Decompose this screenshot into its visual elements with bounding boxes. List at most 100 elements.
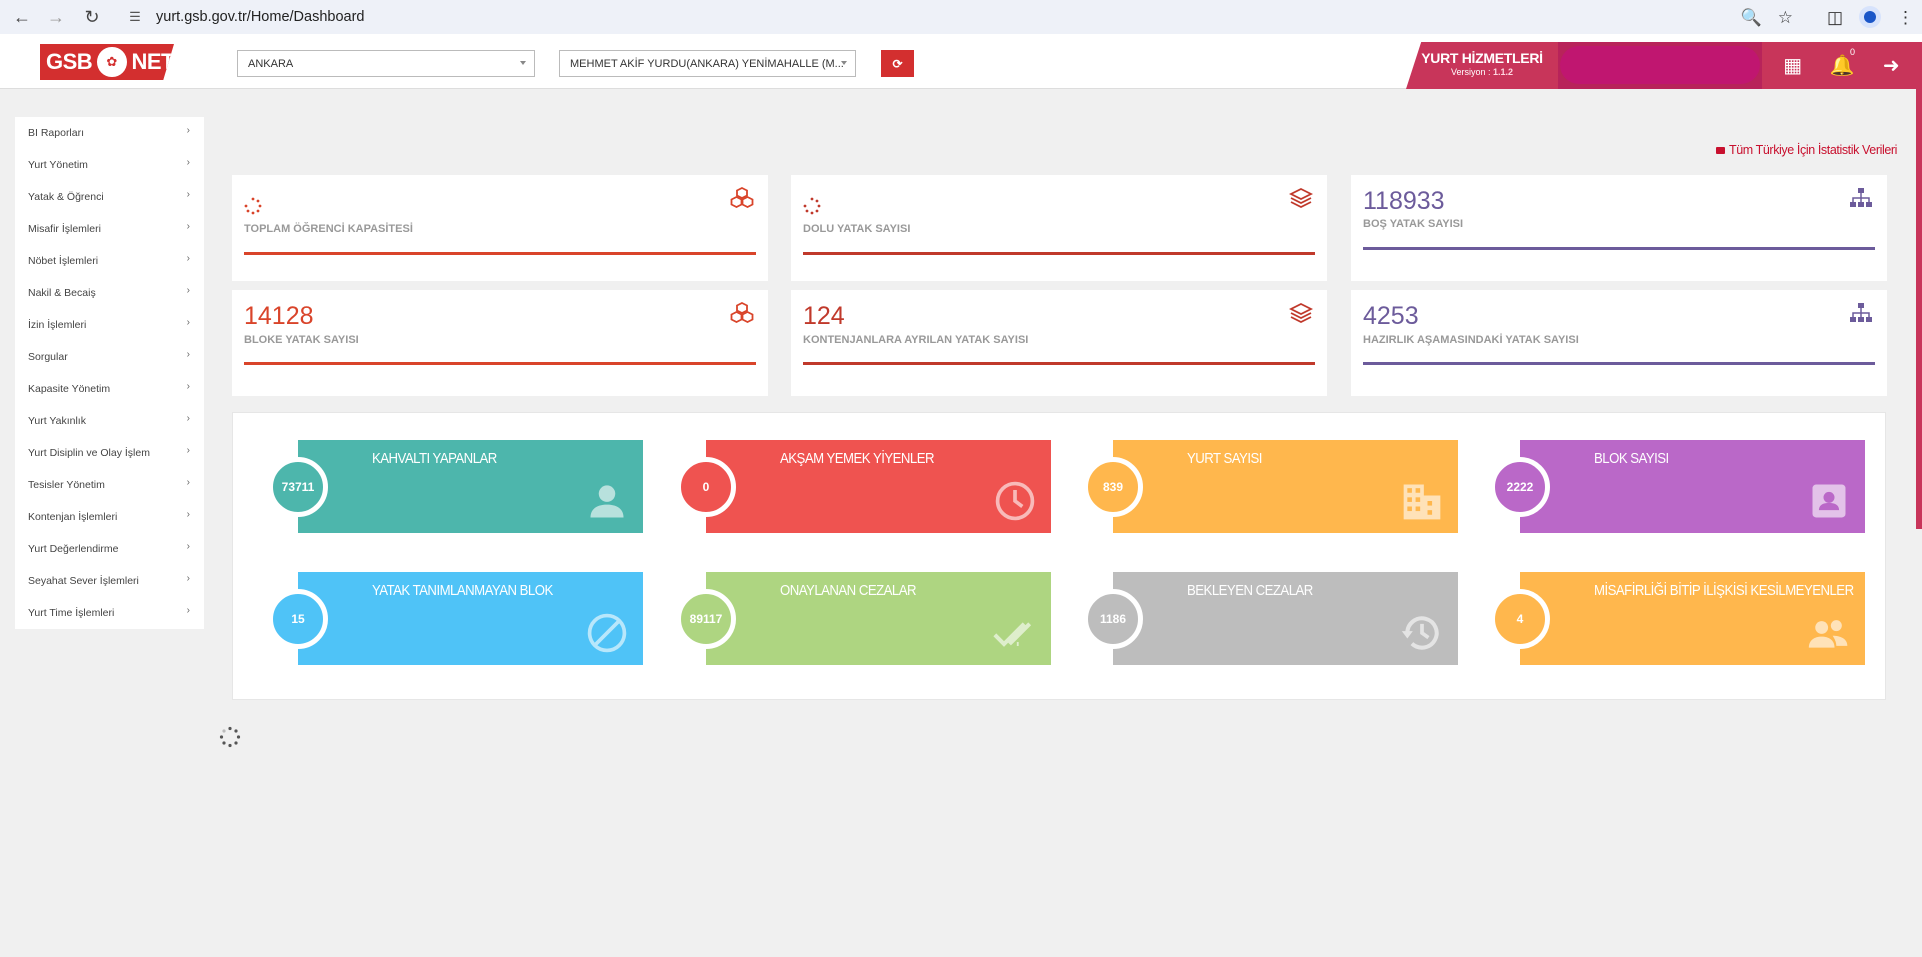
summary-tile-count: 15 — [268, 589, 328, 649]
profile-avatar-icon[interactable] — [1859, 6, 1881, 28]
sidebar-item[interactable]: Kontenjan İşlemleri › — [15, 501, 204, 533]
logout-icon[interactable]: ➜ — [1882, 55, 1900, 77]
menu-kebab-icon[interactable]: ⋮ — [1897, 7, 1914, 27]
group-icon — [1807, 611, 1851, 655]
history-icon — [1400, 611, 1444, 655]
bookmark-star-icon[interactable]: ☆ — [1777, 7, 1793, 27]
sidebar-item[interactable]: Nakil & Becaiş › — [15, 277, 204, 309]
stat-card: 4253 HAZIRLIK AŞAMASINDAKİ YATAK SAYISI — [1351, 290, 1887, 396]
summary-tile-title: YURT SAYISI — [1187, 450, 1262, 467]
zoom-icon[interactable]: 🔍 — [1740, 7, 1762, 27]
sidebar-item-label: Yatak & Öğrenci — [28, 191, 104, 203]
summary-tile-count: 4 — [1490, 589, 1550, 649]
city-select[interactable]: ANKARA — [237, 50, 535, 77]
scrollbar-thumb[interactable] — [1916, 89, 1922, 529]
summary-tile[interactable]: ONAYLANAN CEZALAR 89117 — [676, 572, 1079, 665]
sidebar-item[interactable]: BI Raporları › — [15, 117, 204, 149]
loading-spinner-icon — [244, 197, 262, 215]
sidebar-item-label: Misafir İşlemleri — [28, 223, 101, 235]
chevron-right-icon: › — [186, 572, 190, 584]
summary-tile[interactable]: KAHVALTI YAPANLAR 73711 — [268, 440, 671, 533]
stat-card: 124 KONTENJANLARA AYRILAN YATAK SAYISI — [791, 290, 1327, 396]
address-bar[interactable]: ☰ yurt.gsb.gov.tr/Home/Dashboard — [124, 4, 1780, 30]
chevron-right-icon: › — [186, 220, 190, 232]
stat-card-underline — [1363, 362, 1875, 365]
sidebar-item[interactable]: Tesisler Yönetim › — [15, 469, 204, 501]
sidebar-item[interactable]: Misafir İşlemleri › — [15, 213, 204, 245]
summary-tile-title: MİSAFİRLİĞİ BİTİP İLİŞKİSİ KESİLMEYENLER — [1594, 582, 1854, 599]
summary-tile[interactable]: BEKLEYEN CEZALAR 1186 — [1083, 572, 1486, 665]
chevron-down-icon — [520, 61, 526, 65]
forward-icon[interactable]: → — [47, 6, 65, 27]
turkey-stats-link[interactable]: Tüm Türkiye İçin İstatistik Verileri — [1716, 143, 1897, 157]
block-icon — [585, 611, 629, 655]
sidebar-item[interactable]: Yurt Değerlendirme › — [15, 533, 204, 565]
summary-tile[interactable]: YATAK TANIMLANMAYAN BLOK 15 — [268, 572, 671, 665]
apps-grid-icon[interactable]: ▦ — [1783, 55, 1803, 77]
summary-tiles-panel: KAHVALTI YAPANLAR 73711 AKŞAM YEMEK YİYENL… — [232, 412, 1886, 700]
sidebar-item-label: Kontenjan İşlemleri — [28, 511, 118, 523]
summary-tile[interactable]: YURT SAYISI 839 — [1083, 440, 1486, 533]
url-text: yurt.gsb.gov.tr/Home/Dashboard — [156, 9, 365, 25]
chevron-right-icon: › — [186, 476, 190, 488]
refresh-icon: ⟳ — [892, 56, 903, 71]
sidebar-item[interactable]: Seyahat Sever İşlemleri › — [15, 565, 204, 597]
double-check-icon — [993, 611, 1037, 655]
chevron-right-icon: › — [186, 412, 190, 424]
dorm-select-value: MEHMET AKİF YURDU(ANKARA) YENİMAHALLE (M… — [570, 57, 844, 70]
site-info-icon[interactable]: ☰ — [129, 9, 141, 24]
chevron-right-icon: › — [186, 188, 190, 200]
sidebar-item-label: Yurt Time İşlemleri — [28, 607, 115, 619]
summary-tile[interactable]: MİSAFİRLİĞİ BİTİP İLİŞKİSİ KESİLMEYENLER… — [1490, 572, 1893, 665]
chevron-right-icon: › — [186, 252, 190, 264]
stat-card: DOLU YATAK SAYISI — [791, 175, 1327, 281]
summary-tile-title: KAHVALTI YAPANLAR — [372, 450, 497, 467]
stat-card-label: BOŞ YATAK SAYISI — [1363, 218, 1464, 230]
module-badge: YURT HİZMETLERİ Versiyon : 1.1.2 — [1406, 42, 1558, 89]
gsbnet-logo[interactable]: GSB ✿ NET — [40, 44, 174, 80]
logo-text-right: NET — [131, 49, 175, 74]
chevron-right-icon: › — [186, 380, 190, 392]
sidebar-item-label: BI Raporları — [28, 127, 85, 139]
sidebar-item[interactable]: Yurt Disiplin ve Olay İşlem › — [15, 437, 204, 469]
redacted-user-name — [1560, 46, 1760, 84]
stat-card-underline — [803, 362, 1315, 365]
contact-card-icon — [1807, 479, 1851, 523]
summary-tile[interactable]: AKŞAM YEMEK YİYENLER 0 — [676, 440, 1079, 533]
version-number: 1.1.2 — [1493, 67, 1514, 77]
summary-tile[interactable]: BLOK SAYISI 2222 — [1490, 440, 1893, 533]
loading-spinner-icon — [219, 726, 241, 748]
sidebar-item[interactable]: Yurt Time İşlemleri › — [15, 597, 204, 629]
cubes-icon — [730, 301, 754, 324]
summary-tile-box: BEKLEYEN CEZALAR — [1113, 572, 1458, 665]
sidebar-item[interactable]: İzin İşlemleri › — [15, 309, 204, 341]
stat-card-underline — [244, 362, 756, 365]
sidebar-item-label: Kapasite Yönetim — [28, 383, 111, 395]
stat-card-underline — [1363, 247, 1875, 250]
sidebar-item[interactable]: Yurt Yönetim › — [15, 149, 204, 181]
summary-tile-count: 839 — [1083, 457, 1143, 517]
sidebar-item-label: Seyahat Sever İşlemleri — [28, 575, 139, 587]
tag-icon — [1716, 146, 1725, 154]
sidebar-item-label: Yurt Disiplin ve Olay İşlem — [28, 447, 150, 459]
version-label: Versiyon : — [1450, 67, 1491, 77]
sidebar-item[interactable]: Nöbet İşlemleri › — [15, 245, 204, 277]
stat-card: TOPLAM ÖĞRENCİ KAPASİTESİ — [232, 175, 768, 281]
sidebar-item[interactable]: Kapasite Yönetim › — [15, 373, 204, 405]
sidebar-item[interactable]: Sorgular › — [15, 341, 204, 373]
notification-bell-icon[interactable]: 🔔 0 — [1829, 47, 1857, 77]
side-panel-icon[interactable]: ◫ — [1826, 7, 1843, 27]
refresh-button[interactable]: ⟳ — [881, 50, 914, 77]
sidebar-item[interactable]: Yurt Yakınlık › — [15, 405, 204, 437]
summary-tile-title: ONAYLANAN CEZALAR — [780, 582, 917, 599]
stat-card-value: 4253 — [1363, 302, 1419, 330]
sidebar-item-label: Sorgular — [28, 351, 68, 363]
sidebar-item[interactable]: Yatak & Öğrenci › — [15, 181, 204, 213]
user-icon — [585, 479, 629, 523]
reload-icon[interactable]: ↻ — [84, 6, 100, 27]
summary-tile-title: AKŞAM YEMEK YİYENLER — [780, 450, 935, 467]
loading-spinner-icon — [803, 197, 821, 215]
summary-tile-box: AKŞAM YEMEK YİYENLER — [706, 440, 1051, 533]
back-icon[interactable]: ← — [13, 6, 31, 27]
dorm-select[interactable]: MEHMET AKİF YURDU(ANKARA) YENİMAHALLE (M… — [559, 50, 856, 77]
